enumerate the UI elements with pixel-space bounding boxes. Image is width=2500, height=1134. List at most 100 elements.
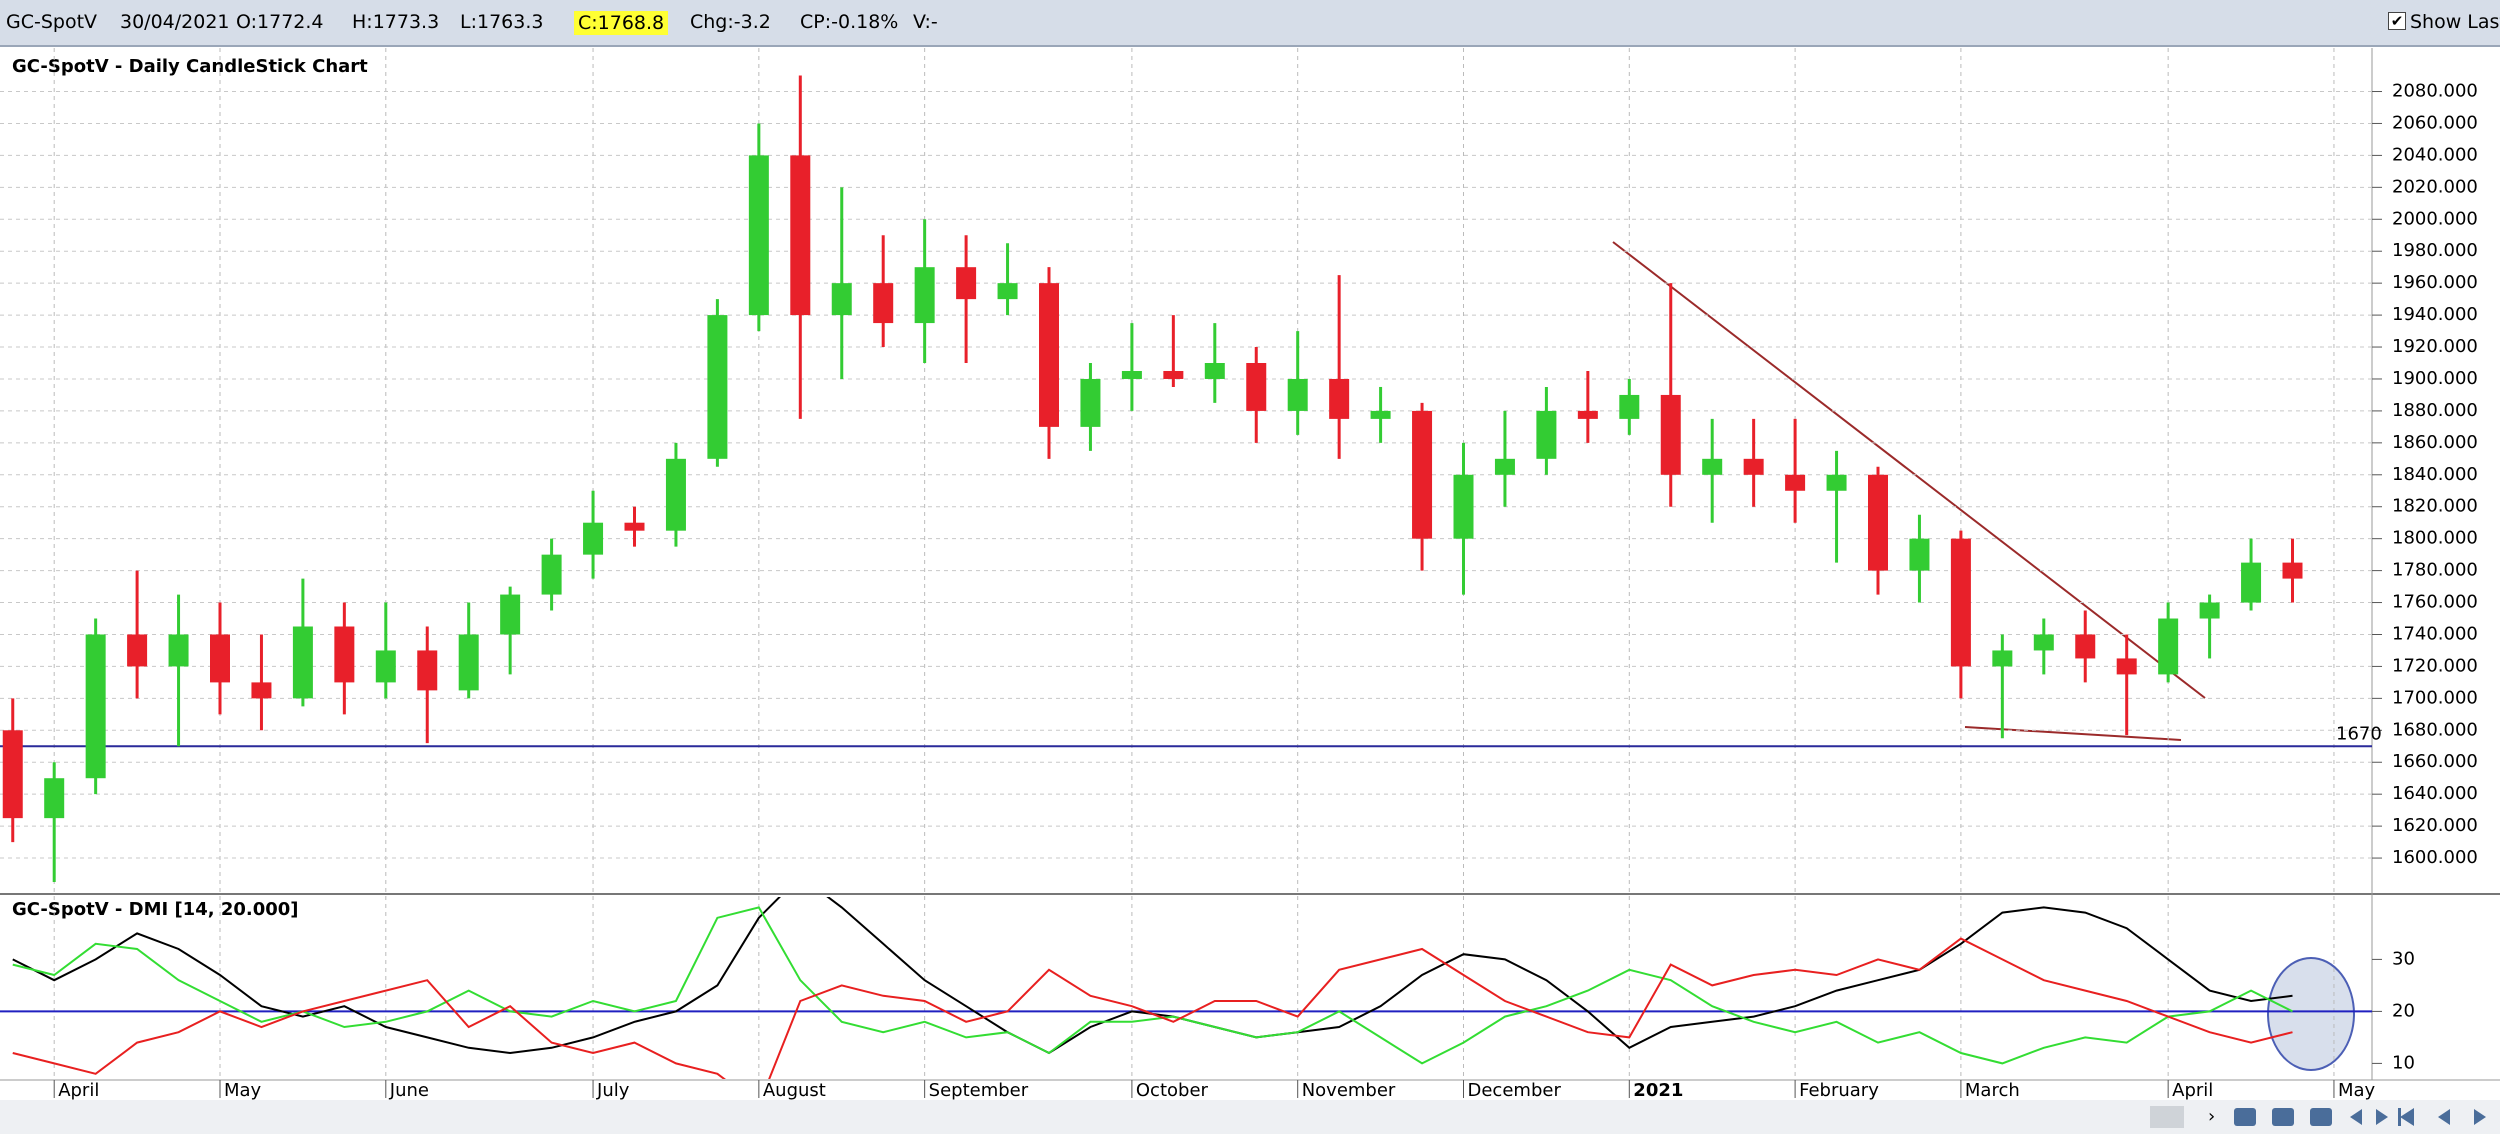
candle-body (707, 315, 728, 459)
candle-body (790, 155, 811, 316)
candles (2, 75, 2303, 883)
x-tick-label: October (1136, 1080, 1209, 1101)
candle-body (956, 267, 977, 300)
scroll-arrow[interactable]: › (2208, 1106, 2215, 1127)
highlight-ellipse (2267, 957, 2355, 1071)
candle-body (1536, 410, 1557, 459)
y-tick-label: 1660.000 (2392, 751, 2478, 772)
candle-body (624, 522, 645, 531)
close: C:1768.8 (574, 11, 669, 35)
symbol: GC-SpotV (6, 11, 98, 33)
candle-body (1660, 394, 1681, 475)
toolbar: GC-SpotV 30/04/2021 O:1772.4 H:1773.3 L:… (0, 0, 2500, 47)
candle-body (44, 778, 65, 819)
candle-body (1494, 458, 1515, 475)
candle-body (583, 522, 604, 555)
candle-body (541, 554, 562, 595)
candle-body (1950, 538, 1971, 667)
candle-body (2241, 562, 2262, 603)
candle-body (1619, 394, 1640, 419)
x-tick-label: February (1799, 1080, 1879, 1101)
lines (12, 897, 2293, 1079)
y-tick-label: 1900.000 (2392, 368, 2478, 389)
candle-body (1577, 410, 1598, 419)
candle-body (1121, 370, 1142, 379)
candle-body (1909, 538, 1930, 571)
candle-body (748, 155, 769, 316)
x-tick-label: July (596, 1080, 630, 1101)
candle-body (1868, 474, 1888, 571)
candle-body (127, 634, 148, 667)
candle-body (831, 283, 852, 316)
candle-body (1039, 283, 1059, 427)
x-tick-label: December (1468, 1080, 1562, 1101)
y-tick-label: 1920.000 (2392, 336, 2478, 357)
trend-line (1612, 241, 2206, 699)
candle-body (914, 267, 935, 324)
x-tick-label: September (929, 1080, 1029, 1101)
indicator-line (12, 906, 2293, 1065)
candle-body (2282, 562, 2303, 579)
candle-body (417, 650, 438, 691)
y-tick-label: 2060.000 (2392, 112, 2478, 133)
scroll-thumb[interactable] (2150, 1106, 2184, 1128)
y-tick-label: 1600.000 (2392, 847, 2478, 868)
candle-body (997, 283, 1018, 300)
show-last[interactable]: Show Last (2410, 11, 2500, 33)
x-tick-label: April (58, 1080, 99, 1101)
toolbar-icons[interactable] (2234, 1108, 2486, 1126)
background (0, 47, 2500, 1100)
candle-body (2199, 602, 2220, 619)
candle-body (665, 458, 686, 531)
y-tick-label: 1960.000 (2392, 272, 2478, 293)
y-tick-label: 1680.000 (2392, 719, 2478, 740)
y-tick-label: 1800.000 (2392, 528, 2478, 549)
y-tick-label: 1980.000 (2392, 240, 2478, 261)
candle-body (2, 730, 23, 819)
volume: V:- (913, 11, 938, 33)
chart-title: GC-SpotV - Daily CandleStick Chart (12, 56, 368, 77)
y-tick-label: 1640.000 (2392, 783, 2478, 804)
low: L:1763.3 (460, 11, 544, 33)
x-tick-label: May (224, 1080, 262, 1101)
y-tick-label: 1740.000 (2392, 623, 2478, 644)
candle-body (2158, 618, 2179, 675)
y-tick-label: 2020.000 (2392, 176, 2478, 197)
candle-body (375, 650, 396, 683)
x-tick-label: June (389, 1080, 429, 1101)
candle-body (1992, 650, 2013, 667)
candle-body (251, 682, 272, 699)
candle-body (2033, 634, 2054, 651)
candle-body (85, 634, 106, 779)
candle-body (2075, 634, 2096, 659)
y-tick-label: 1780.000 (2392, 560, 2478, 581)
candle-body (1412, 410, 1433, 539)
candle-body (2116, 658, 2137, 675)
candle-body (458, 634, 479, 691)
y-tick-label: 1940.000 (2392, 304, 2478, 325)
x-tick-label: November (1302, 1080, 1396, 1101)
checkbox[interactable]: ✔ (2388, 12, 2406, 30)
indicator-title: GC-SpotV - DMI [14, 20.000] (12, 899, 299, 920)
candle-body (1453, 474, 1474, 539)
candle-body (1743, 458, 1764, 475)
change: Chg:-3.2 (690, 11, 771, 33)
x-tick-label: March (1965, 1080, 2020, 1101)
candle-body (1702, 458, 1723, 475)
candle-body (1329, 378, 1350, 419)
y-tick-label: 1700.000 (2392, 687, 2478, 708)
y-tick-label: 2080.000 (2392, 81, 2478, 102)
open: O:1772.4 (236, 11, 324, 33)
candle-body (1080, 378, 1101, 427)
y-tick-label: 1760.000 (2392, 592, 2478, 613)
scrollbar[interactable] (0, 1100, 2500, 1134)
candle-body (873, 283, 894, 324)
candle-body (1246, 363, 1267, 411)
date: 30/04/2021 (120, 11, 230, 33)
candle-body (334, 626, 355, 683)
x-tick-label: April (2172, 1080, 2213, 1101)
y-tick-label: 2040.000 (2392, 144, 2478, 165)
y-tick-label: 1880.000 (2392, 400, 2478, 421)
change-pct: CP:-0.18% (800, 11, 899, 33)
